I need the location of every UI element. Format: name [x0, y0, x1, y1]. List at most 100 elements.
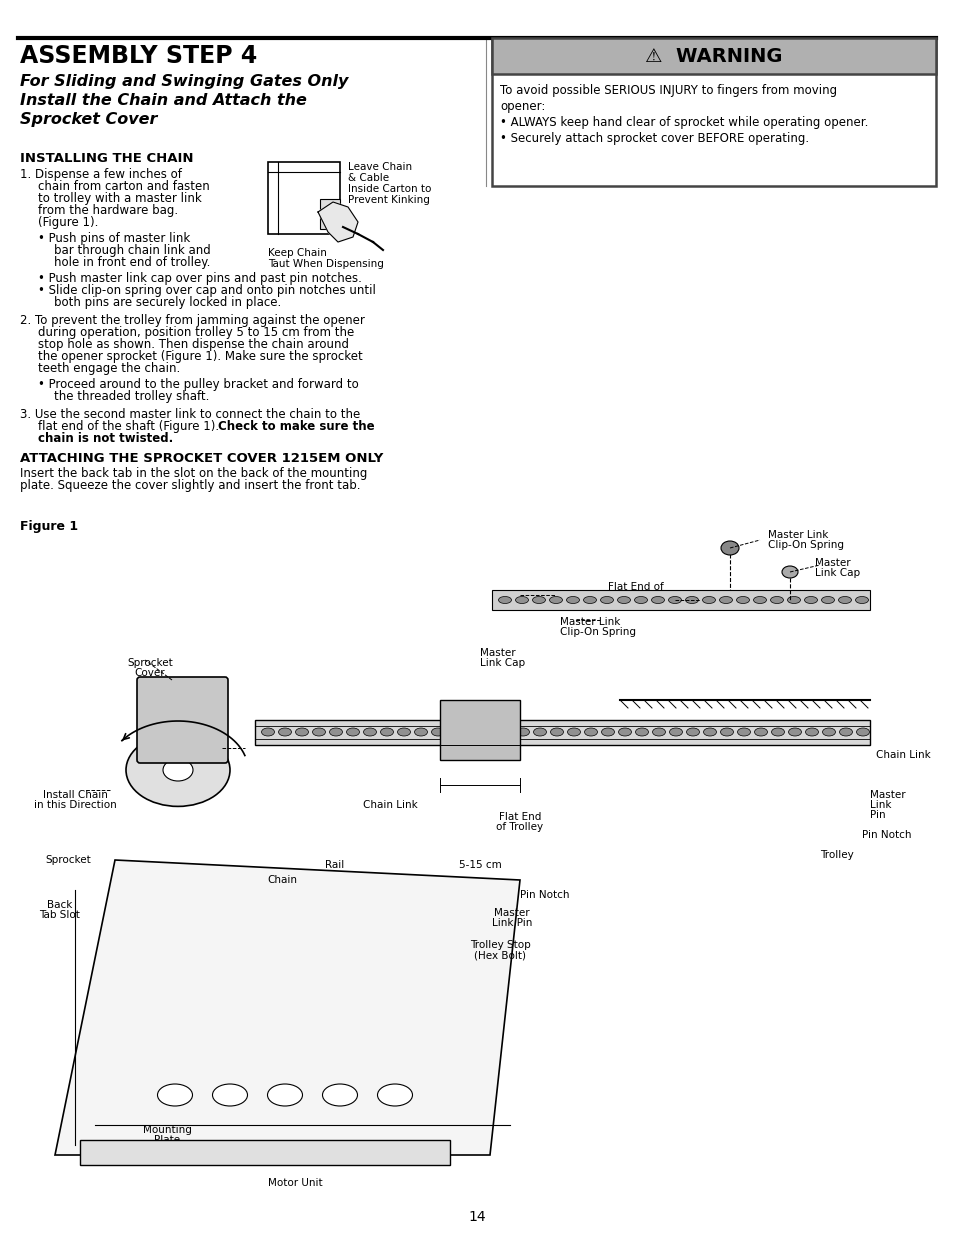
- Ellipse shape: [686, 727, 699, 736]
- Ellipse shape: [788, 727, 801, 736]
- Ellipse shape: [855, 597, 867, 604]
- Text: Sprocket: Sprocket: [127, 658, 172, 668]
- Text: Threaded Shaft: Threaded Shaft: [607, 592, 687, 601]
- Ellipse shape: [295, 727, 308, 736]
- Text: flat end of the shaft (Figure 1).: flat end of the shaft (Figure 1).: [38, 420, 223, 433]
- Text: Plate: Plate: [153, 1135, 180, 1145]
- Text: To avoid possible SERIOUS INJURY to fingers from moving: To avoid possible SERIOUS INJURY to fing…: [499, 84, 836, 98]
- Ellipse shape: [635, 727, 648, 736]
- Ellipse shape: [448, 727, 461, 736]
- Ellipse shape: [515, 597, 528, 604]
- Text: Inside Carton to: Inside Carton to: [348, 184, 431, 194]
- Ellipse shape: [157, 1084, 193, 1107]
- Text: (Hex Bolt): (Hex Bolt): [474, 950, 525, 960]
- Text: Taut When Dispensing: Taut When Dispensing: [268, 259, 383, 269]
- Text: Figure 1: Figure 1: [20, 520, 78, 534]
- Text: teeth engage the chain.: teeth engage the chain.: [38, 362, 180, 375]
- Text: Master: Master: [479, 648, 515, 658]
- Ellipse shape: [313, 727, 325, 736]
- Ellipse shape: [736, 597, 749, 604]
- Ellipse shape: [267, 1084, 302, 1107]
- Ellipse shape: [414, 727, 427, 736]
- Ellipse shape: [786, 597, 800, 604]
- Text: hole in front end of trolley.: hole in front end of trolley.: [54, 256, 211, 269]
- Text: Pin: Pin: [869, 810, 884, 820]
- Ellipse shape: [685, 597, 698, 604]
- Text: 1. Dispense a few inches of: 1. Dispense a few inches of: [20, 168, 182, 182]
- Text: Master Link: Master Link: [767, 530, 827, 540]
- Text: Tab Slot: Tab Slot: [39, 910, 80, 920]
- Text: Flat End of: Flat End of: [607, 582, 663, 592]
- Text: • Securely attach sprocket cover BEFORE operating.: • Securely attach sprocket cover BEFORE …: [499, 132, 808, 144]
- Ellipse shape: [465, 727, 478, 736]
- Ellipse shape: [770, 597, 782, 604]
- Bar: [319, 199, 339, 228]
- Text: • Push master link cap over pins and past pin notches.: • Push master link cap over pins and pas…: [38, 272, 361, 285]
- Text: bar through chain link and: bar through chain link and: [54, 245, 211, 257]
- Text: 14: 14: [468, 1210, 485, 1224]
- Ellipse shape: [599, 597, 613, 604]
- Text: Check to make sure the: Check to make sure the: [218, 420, 375, 433]
- Text: Motor Unit: Motor Unit: [268, 1178, 322, 1188]
- Ellipse shape: [754, 727, 767, 736]
- Bar: [492, 38, 935, 74]
- Text: ASSEMBLY STEP 4: ASSEMBLY STEP 4: [20, 44, 257, 68]
- Text: Chain: Chain: [267, 876, 296, 885]
- Text: Chain Link: Chain Link: [362, 800, 416, 810]
- Text: Link Cap: Link Cap: [814, 568, 860, 578]
- Text: 5-15 cm: 5-15 cm: [458, 860, 501, 869]
- Ellipse shape: [482, 727, 495, 736]
- Text: Cover: Cover: [134, 668, 165, 678]
- Ellipse shape: [549, 597, 562, 604]
- Ellipse shape: [839, 727, 852, 736]
- Text: Install the Chain and Attach the: Install the Chain and Attach the: [20, 93, 307, 107]
- Text: & Cable: & Cable: [348, 173, 389, 183]
- Ellipse shape: [532, 597, 545, 604]
- Text: Rail: Rail: [325, 860, 344, 869]
- Ellipse shape: [213, 1084, 247, 1107]
- Text: chain from carton and fasten: chain from carton and fasten: [38, 180, 210, 193]
- Text: Clip-On Spring: Clip-On Spring: [559, 627, 636, 637]
- Ellipse shape: [584, 727, 597, 736]
- Text: 3. Use the second master link to connect the chain to the: 3. Use the second master link to connect…: [20, 408, 360, 421]
- Ellipse shape: [163, 760, 193, 781]
- Ellipse shape: [533, 727, 546, 736]
- Text: chain is not twisted.: chain is not twisted.: [38, 432, 173, 445]
- Ellipse shape: [668, 597, 680, 604]
- Ellipse shape: [821, 597, 834, 604]
- Text: • Slide clip-on spring over cap and onto pin notches until: • Slide clip-on spring over cap and onto…: [38, 284, 375, 296]
- Text: Chain Link: Chain Link: [875, 750, 930, 760]
- Ellipse shape: [550, 727, 563, 736]
- Text: • ALWAYS keep hand clear of sprocket while operating opener.: • ALWAYS keep hand clear of sprocket whi…: [499, 116, 867, 128]
- Ellipse shape: [737, 727, 750, 736]
- Ellipse shape: [363, 727, 376, 736]
- Bar: [268, 162, 339, 233]
- Ellipse shape: [397, 727, 410, 736]
- Ellipse shape: [838, 597, 851, 604]
- Bar: [492, 590, 869, 610]
- Text: Link: Link: [869, 800, 890, 810]
- Text: of Trolley: of Trolley: [496, 823, 543, 832]
- Bar: [439, 700, 519, 760]
- Ellipse shape: [720, 541, 739, 555]
- Text: Master: Master: [814, 558, 850, 568]
- Ellipse shape: [567, 727, 579, 736]
- Polygon shape: [317, 203, 357, 242]
- Text: during operation, position trolley 5 to 15 cm from the: during operation, position trolley 5 to …: [38, 326, 354, 338]
- Ellipse shape: [126, 734, 230, 806]
- Text: stop hole as shown. Then dispense the chain around: stop hole as shown. Then dispense the ch…: [38, 338, 349, 351]
- Ellipse shape: [617, 597, 630, 604]
- Text: Insert the back tab in the slot on the back of the mounting: Insert the back tab in the slot on the b…: [20, 467, 367, 480]
- Text: • Push pins of master link: • Push pins of master link: [38, 232, 190, 245]
- Text: both pins are securely locked in place.: both pins are securely locked in place.: [54, 296, 281, 309]
- FancyBboxPatch shape: [137, 677, 228, 763]
- Text: Prevent Kinking: Prevent Kinking: [348, 195, 430, 205]
- Text: Sprocket Cover: Sprocket Cover: [20, 112, 157, 127]
- Text: INSTALLING THE CHAIN: INSTALLING THE CHAIN: [20, 152, 193, 165]
- Text: Trolley Stop: Trolley Stop: [469, 940, 530, 950]
- Bar: [80, 1140, 450, 1165]
- Ellipse shape: [856, 727, 868, 736]
- Text: opener:: opener:: [499, 100, 545, 112]
- Text: Pin Notch: Pin Notch: [862, 830, 910, 840]
- Text: Leave Chain: Leave Chain: [348, 162, 412, 172]
